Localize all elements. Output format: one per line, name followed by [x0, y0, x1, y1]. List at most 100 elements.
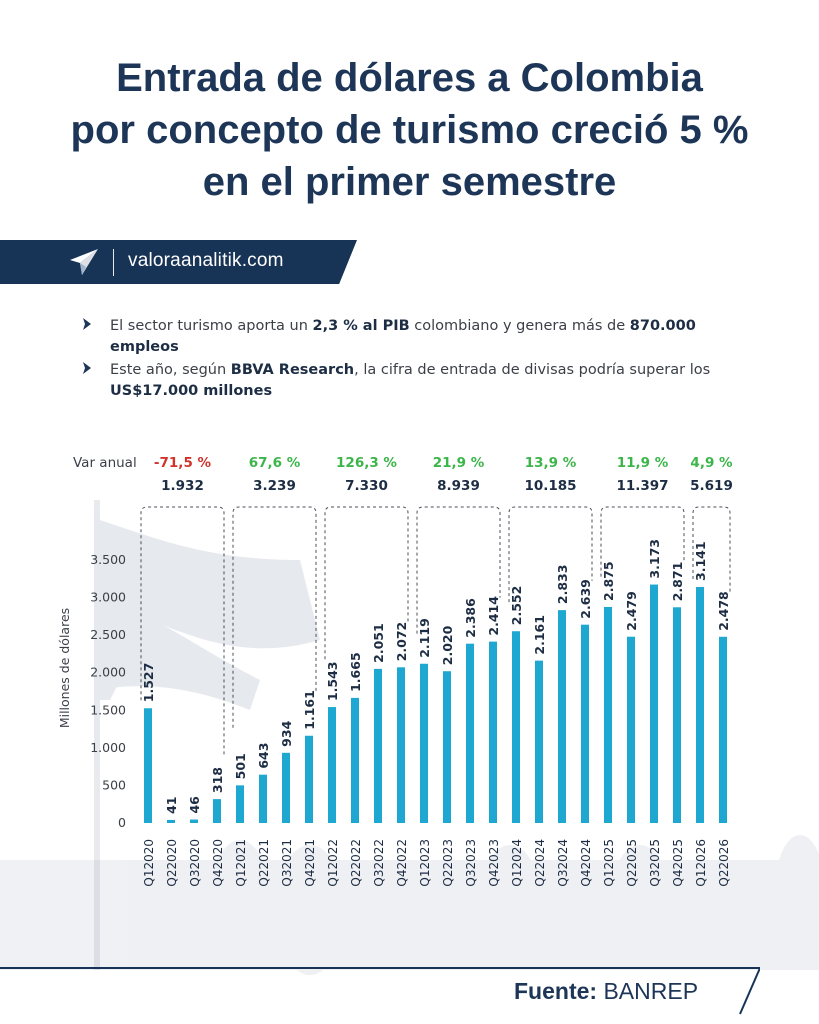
bar-value-label: 2.875	[601, 561, 616, 601]
annual-total-value: 3.239	[253, 478, 296, 494]
bar-q2-2021	[259, 774, 267, 823]
x-tick-label: Q42025	[671, 839, 685, 887]
x-tick-label: Q12025	[602, 839, 616, 887]
bullet-run: El sector turismo aporta un	[110, 318, 313, 334]
bar-q1-2023	[420, 663, 428, 823]
bar-value-label: 3.141	[693, 541, 708, 581]
bar-value-label: 2.833	[555, 565, 570, 605]
bar-q1-2026	[696, 586, 704, 823]
bullet-text: El sector turismo aporta un 2,3 % al PIB…	[110, 316, 750, 358]
annual-group-bracket	[600, 506, 685, 577]
annual-total-value: 7.330	[345, 478, 388, 494]
bar-q3-2024	[558, 610, 566, 823]
x-tick-label: Q42021	[303, 839, 317, 887]
bar-q4-2020	[213, 799, 221, 823]
annual-group-bracket	[140, 506, 225, 756]
footer-bar	[0, 967, 760, 1015]
y-tick-label: 3.000	[90, 590, 126, 605]
source-note: Fuente: BANREP	[514, 978, 698, 1005]
title-line-2: por concepto de turismo creció 5 %	[70, 108, 749, 152]
source-label: Fuente:	[514, 978, 598, 1004]
bar-value-label: 1.527	[141, 663, 156, 703]
x-tick-label: Q22026	[717, 839, 731, 887]
x-tick-label: Q42023	[487, 839, 501, 887]
annual-variation-value: 11,9 %	[617, 455, 669, 471]
bar-q1-2020	[144, 708, 152, 823]
y-tick-label: 1.000	[90, 740, 126, 755]
x-tick-label: Q32021	[280, 839, 294, 887]
bar-value-label: 41	[164, 797, 179, 814]
banner-divider	[113, 249, 114, 276]
annual-variation-value: 21,9 %	[433, 455, 485, 471]
bullet-highlight: 2,3 % al PIB	[312, 318, 410, 334]
bar-value-label: 643	[256, 743, 271, 769]
bar-value-label: 2.639	[578, 579, 593, 619]
y-tick-label: 2.500	[90, 627, 126, 642]
bar-value-label: 2.051	[371, 623, 386, 663]
bar-value-label: 1.543	[325, 662, 340, 702]
bar-q3-2020	[190, 819, 198, 823]
bar-value-label: 2.072	[394, 622, 409, 662]
x-tick-label: Q12021	[234, 839, 248, 887]
annual-variation-value: 4,9 %	[690, 455, 733, 471]
annual-total-value: 8.939	[437, 478, 480, 494]
bar-q2-2025	[627, 636, 635, 823]
bar-q1-2022	[328, 707, 336, 823]
y-tick-label: 0	[118, 815, 126, 830]
bar-q4-2024	[581, 624, 589, 823]
bullet-highlight: BBVA Research	[230, 362, 355, 378]
x-tick-label: Q22020	[165, 839, 179, 887]
x-tick-label: Q12023	[418, 839, 432, 887]
x-tick-label: Q22025	[625, 839, 639, 887]
bar-value-label: 1.161	[302, 690, 317, 730]
bullet-highlight: US$17.000 millones	[110, 383, 273, 399]
page-title: Entrada de dólares a Colombia por concep…	[0, 52, 819, 208]
bar-value-label: 2.478	[716, 591, 731, 631]
annual-variation-header: Var anual	[73, 455, 137, 471]
bar-value-label: 3.173	[647, 539, 662, 579]
x-tick-label: Q32025	[648, 839, 662, 887]
bar-value-label: 2.552	[509, 586, 524, 626]
chevron-right-icon	[83, 362, 91, 374]
bar-q2-2023	[443, 671, 451, 823]
bar-q4-2022	[397, 667, 405, 823]
x-tick-label: Q22023	[441, 839, 455, 887]
bar-value-label: 2.119	[417, 618, 432, 658]
bullet-run: colombiano y genera más de	[409, 318, 630, 334]
bar-q4-2025	[673, 607, 681, 823]
bar-value-label: 2.414	[486, 596, 501, 636]
x-tick-label: Q42020	[211, 839, 225, 887]
bar-q1-2021	[236, 785, 244, 823]
x-tick-label: Q32020	[188, 839, 202, 887]
bar-value-label: 318	[210, 767, 225, 793]
site-link[interactable]: valoraanalitik.com	[128, 250, 284, 271]
bar-q1-2024	[512, 631, 520, 823]
paper-plane-icon	[70, 249, 98, 275]
bar-q3-2021	[282, 752, 290, 823]
annual-group-bracket	[232, 506, 317, 728]
bar-q1-2025	[604, 606, 612, 823]
bullet-run: Este año, según	[110, 362, 231, 378]
annual-group-bracket	[416, 506, 501, 634]
bar-value-label: 501	[233, 753, 248, 779]
y-tick-label: 2.000	[90, 665, 126, 680]
bar-value-label: 46	[187, 796, 202, 814]
bar-q2-2024	[535, 660, 543, 823]
bar-value-label: 2.020	[440, 625, 455, 665]
annual-variation-value: 13,9 %	[525, 455, 577, 471]
bar-value-label: 2.871	[670, 562, 685, 602]
x-tick-label: Q22021	[257, 839, 271, 887]
bar-q2-2020	[167, 819, 175, 823]
bullet-text: Este año, según BBVA Research, la cifra …	[110, 360, 750, 402]
annual-total-value: 11.397	[616, 478, 668, 494]
y-tick-label: 3.500	[90, 552, 126, 567]
annual-total-value: 5.619	[690, 478, 733, 494]
bar-q2-2022	[351, 697, 359, 823]
x-tick-label: Q22022	[349, 839, 363, 887]
title-line-3: en el primer semestre	[202, 160, 617, 204]
x-tick-label: Q42024	[579, 839, 593, 887]
annual-group-bracket	[692, 506, 731, 593]
y-tick-label: 1.500	[90, 702, 126, 717]
bullet-run: , la cifra de entrada de divisas podría …	[354, 362, 711, 378]
annual-group-bracket	[324, 506, 409, 660]
